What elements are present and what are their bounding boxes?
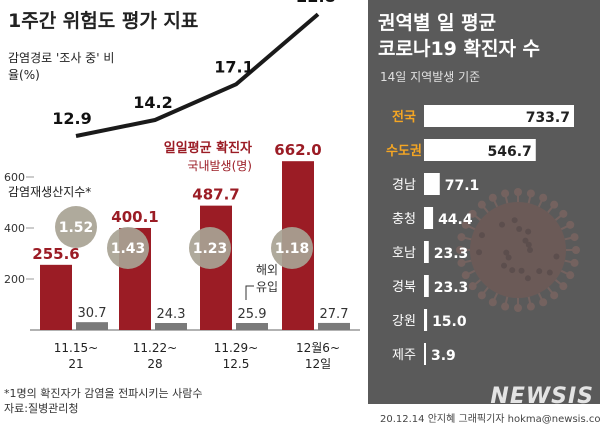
region-label: 호남 [392, 246, 416, 261]
region-label: 충청 [392, 212, 416, 227]
region-bar [424, 207, 434, 229]
domestic-series-sublabel: 국내발생(명) [187, 159, 252, 173]
region-bar [424, 241, 429, 263]
regional-bar-chart: 전국 733.7 수도권 546.7 경남 77.1 충청 44.4 호남 23.3 경북 23.3 강… [386, 105, 580, 365]
region-label: 경북 [392, 280, 416, 295]
import-series-label: 해외 [256, 263, 278, 277]
line-value-label: 17.1 [214, 57, 253, 76]
region-value-label: 733.7 [526, 110, 570, 126]
rt-circle [55, 206, 97, 248]
import-callout-line [245, 285, 254, 300]
domestic-value-label: 255.6 [32, 245, 79, 263]
y-tick-label: 400 [4, 222, 25, 235]
rt-value-label: 1.23 [193, 241, 228, 257]
rt-circle [271, 227, 313, 269]
y-tick-label: 600 [4, 171, 25, 184]
regional-title-line2: 코로나19 확진자 수 [378, 38, 541, 60]
region-bar [424, 139, 536, 161]
region-label: 제주 [392, 348, 416, 363]
source-note: 자료:질병관리청 [4, 402, 79, 415]
import-value-label: 24.3 [157, 307, 186, 322]
import-value-label: 25.9 [238, 307, 267, 322]
domestic-value-label: 400.1 [111, 208, 158, 226]
region-bar [424, 275, 429, 297]
region-value-label: 15.0 [432, 314, 467, 330]
region-label: 전국 [392, 109, 416, 125]
y-tick-label: 200 [4, 273, 25, 286]
domestic-series-label: 일일평균 확진자 [164, 140, 252, 156]
rt-circle [189, 227, 231, 269]
credit-line: 20.12.14 안지혜 그래픽기자 hokma@newsis.com [380, 414, 600, 425]
domestic-value-label: 487.7 [192, 186, 239, 204]
region-value-label: 23.3 [434, 246, 469, 262]
x-category-label: 11.29~ 12.5 [214, 341, 258, 371]
region-value-label: 23.3 [434, 280, 469, 296]
regional-title-line1: 권역별 일 평균 [378, 12, 497, 34]
import-bar [155, 323, 187, 330]
rt-value-label: 1.18 [275, 241, 310, 257]
region-value-label: 44.4 [438, 212, 473, 228]
weekly-indicators-chart: 감염경로 '조사 중' 비율(%) 12.9 14.2 17.1 22.8 200 400 6… [4, 0, 360, 371]
virus-illustration [456, 188, 580, 312]
line-value-label: 22.8 [296, 0, 335, 6]
region-value-label: 3.9 [431, 348, 456, 364]
rt-label: 감염재생산지수* [8, 185, 91, 199]
line-value-label: 12.9 [52, 109, 91, 128]
weekly-risk-panel: 1주간 위험도 평가 지표 감염경로 '조사 중' 비 율(%) 12.9 14.2 1… [4, 0, 360, 415]
domestic-value-label: 662.0 [274, 141, 321, 159]
domestic-bar [40, 264, 72, 330]
rt-value-label: 1.43 [111, 241, 146, 257]
region-label: 경남 [392, 178, 416, 193]
region-bar [424, 105, 574, 127]
x-category-label: 11.22~ 28 [133, 341, 177, 371]
import-series-sublabel: 유입 [256, 280, 278, 294]
footnote: *1명의 확진자가 감염을 전파시키는 사람수 [4, 387, 203, 400]
x-category-label: 11.15~ 21 [54, 341, 98, 371]
rt-value-label: 1.52 [59, 220, 94, 236]
region-label: 강원 [392, 314, 416, 329]
region-value-label: 546.7 [487, 144, 531, 160]
chart-title: 1주간 위험도 평가 지표 [8, 10, 199, 32]
x-category-label: 12월6~ 12일 [296, 341, 340, 371]
region-value-label: 77.1 [445, 178, 480, 194]
rt-circle [107, 227, 149, 269]
import-bar [76, 322, 108, 330]
import-value-label: 30.7 [78, 306, 107, 321]
newsis-logo: NEWSIS [490, 384, 594, 404]
line-chart-label: 감염경로 '조사 중' 비 율(%) [8, 51, 114, 82]
region-bar [424, 343, 426, 365]
region-label: 수도권 [386, 144, 422, 159]
line-series-path [75, 12, 320, 138]
import-bar [318, 322, 350, 330]
line-value-label: 14.2 [133, 93, 172, 112]
region-bar [424, 309, 428, 331]
region-bar [424, 173, 440, 195]
import-bar [236, 323, 268, 330]
import-value-label: 27.7 [320, 307, 349, 322]
regional-subtitle: 14일 지역발생 기준 [380, 70, 481, 84]
regional-panel: 권역별 일 평균 코로나19 확진자 수 14일 지역발생 기준 전국 733.7… [368, 0, 600, 404]
